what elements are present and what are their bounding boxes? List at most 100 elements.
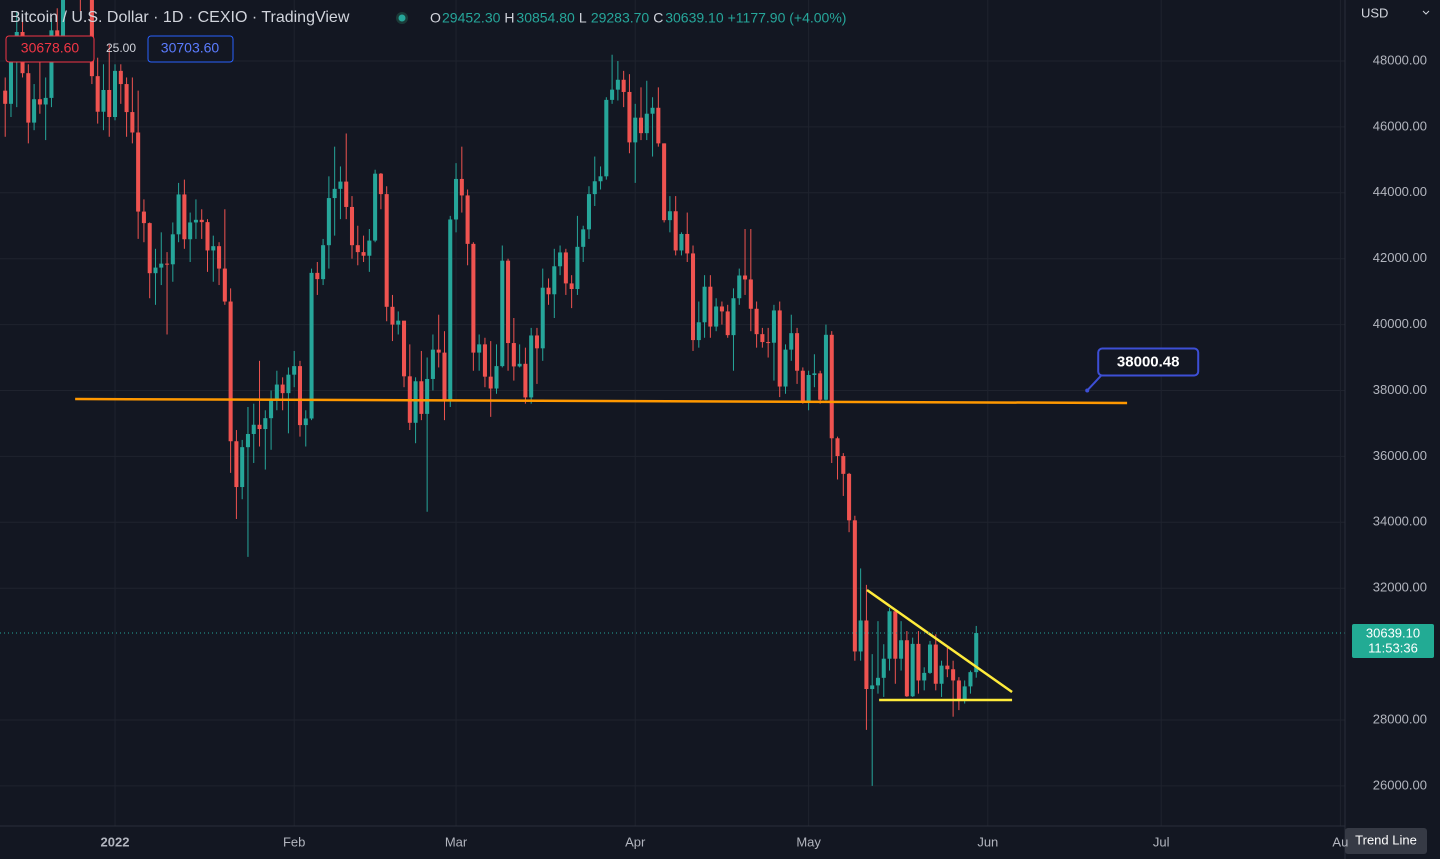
candle-body	[621, 79, 626, 92]
candle-body	[130, 112, 135, 133]
candle-body	[523, 363, 528, 398]
candle-body	[534, 335, 539, 349]
candle-body	[147, 223, 152, 274]
candle-body	[887, 611, 892, 659]
candle-body	[835, 438, 840, 457]
candle-body	[962, 686, 967, 700]
candle-body	[269, 399, 274, 419]
candle-body	[32, 99, 37, 123]
candle-body	[927, 644, 933, 673]
candle-body	[754, 308, 759, 335]
candle-body	[771, 310, 776, 343]
candle-body	[881, 658, 886, 678]
candle-body	[436, 349, 441, 353]
candle-body	[714, 306, 719, 327]
candle-body	[477, 344, 482, 353]
status-dot	[398, 14, 406, 22]
candle-body	[199, 219, 204, 223]
y-tick-label: 40000.00	[1373, 316, 1427, 331]
candle-body	[679, 233, 684, 251]
x-tick-label: Jul	[1153, 834, 1170, 849]
candle-body	[326, 198, 331, 246]
candle-body	[916, 643, 921, 681]
candle-body	[511, 343, 516, 367]
countdown: 11:53:36	[1368, 640, 1418, 655]
candle-body	[558, 252, 563, 267]
candle-body	[107, 89, 112, 118]
buy-badge[interactable]	[147, 35, 234, 63]
candle-body	[974, 633, 979, 673]
ohlc-key: O	[430, 10, 441, 26]
candle-body	[442, 352, 447, 400]
candle-body	[852, 520, 857, 652]
candle-body	[737, 275, 742, 299]
candle-body	[274, 384, 279, 400]
candle-body	[309, 272, 314, 419]
candle-body	[864, 620, 869, 690]
candle-body	[257, 424, 262, 430]
ohlc-value: 29452.30	[442, 10, 501, 26]
candle-body	[482, 344, 487, 377]
candle-body	[899, 640, 904, 659]
last-price-badge	[1352, 624, 1434, 659]
y-tick-label: 48000.00	[1373, 52, 1427, 67]
candle-body	[8, 50, 14, 104]
buy-price: 30703.60	[161, 40, 220, 56]
candle-body	[893, 611, 898, 659]
y-tick-label: 28000.00	[1373, 711, 1427, 726]
x-tick-label: Apr	[625, 834, 646, 849]
currency[interactable]: USD	[1361, 5, 1388, 20]
candle-body	[922, 672, 927, 681]
candle-body	[286, 374, 291, 394]
candle-body	[656, 107, 661, 144]
callout-label: 38000.48	[1117, 353, 1180, 370]
candle-body	[396, 320, 401, 325]
candle-body	[604, 99, 609, 177]
candle-body	[575, 246, 580, 290]
currency-chevron[interactable]	[1422, 10, 1430, 15]
ohlc-value: 30639.10	[665, 10, 724, 26]
candle-body	[945, 665, 950, 670]
candle-body	[182, 194, 187, 240]
y-tick-label: 42000.00	[1373, 250, 1427, 265]
x-tick-label: 2022	[101, 834, 130, 849]
callout-anchor	[1085, 388, 1090, 393]
candle-body	[644, 113, 649, 134]
candle-body	[419, 381, 424, 414]
candle-body	[719, 306, 724, 312]
candle-body	[251, 424, 256, 434]
candle-body	[673, 211, 678, 251]
candle-body	[615, 79, 620, 90]
candle-body	[384, 194, 389, 307]
candle-body	[124, 84, 129, 113]
candle-body	[540, 287, 545, 349]
candle-body	[26, 73, 31, 123]
sell-badge[interactable]	[5, 35, 95, 63]
y-tick-label: 34000.00	[1373, 514, 1427, 529]
candle-body	[829, 334, 834, 439]
candle-body	[904, 640, 909, 697]
candle-body	[795, 333, 800, 371]
candle-body	[159, 263, 164, 268]
candle-body	[55, 30, 60, 41]
candle-body	[725, 311, 730, 336]
candle-body	[685, 233, 690, 254]
candle-body	[586, 194, 592, 230]
candle-body	[101, 89, 106, 112]
candle-body	[390, 306, 395, 325]
trend-line-button[interactable]	[1345, 828, 1427, 854]
candle-body	[217, 246, 222, 269]
candle-body	[956, 680, 961, 700]
ohlc-value: 29283.70	[591, 10, 650, 26]
candle-body	[800, 370, 805, 403]
candle-body	[361, 252, 366, 256]
y-tick-label: 38000.00	[1373, 382, 1427, 397]
candle-body	[471, 243, 476, 353]
candle-body	[529, 335, 534, 398]
candle-body	[170, 234, 175, 265]
candle-body	[141, 211, 146, 224]
trend-line-label: Trend Line	[1355, 832, 1417, 847]
candle-body	[858, 620, 863, 652]
candle-body	[494, 366, 499, 389]
